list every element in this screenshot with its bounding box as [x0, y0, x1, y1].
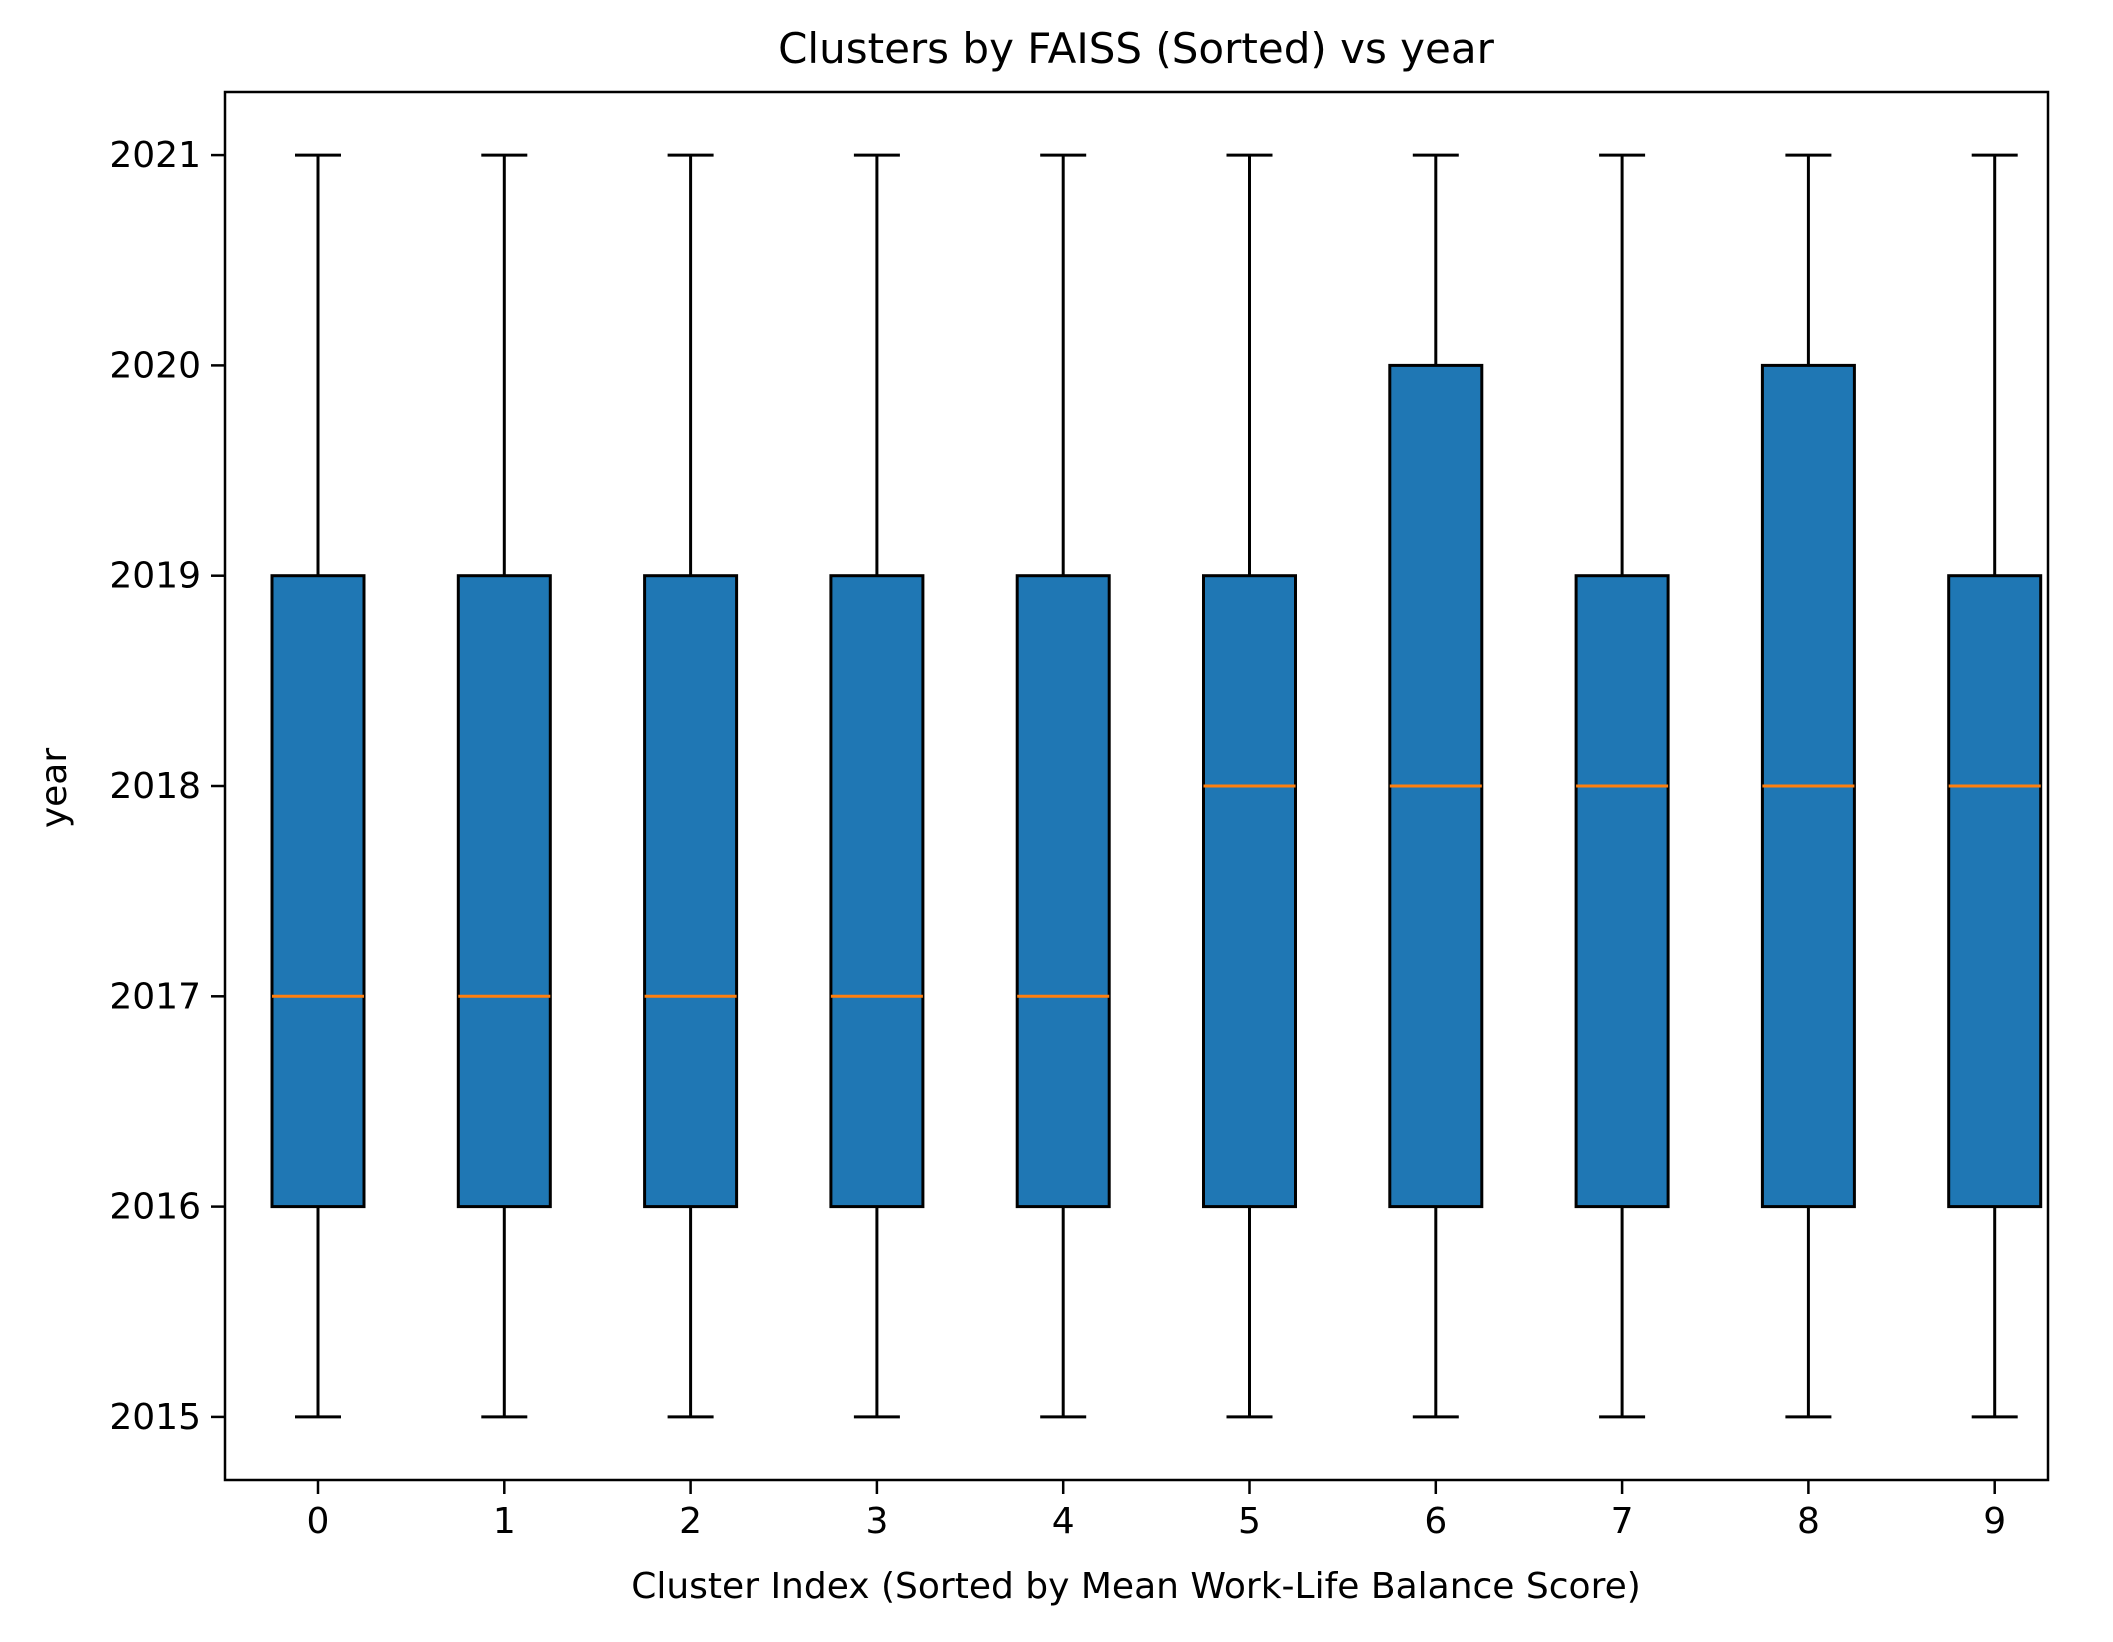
- x-tick-label: 7: [1611, 1501, 1634, 1542]
- chart-title: Clusters by FAISS (Sorted) vs year: [778, 24, 1494, 73]
- y-tick-label: 2021: [109, 135, 201, 176]
- y-tick-label: 2017: [109, 976, 201, 1017]
- y-tick-label: 2019: [109, 556, 201, 597]
- box-iqr: [1015, 574, 1111, 1209]
- x-tick-label: 6: [1424, 1501, 1447, 1542]
- x-tick-label: 8: [1797, 1501, 1820, 1542]
- box-group-4: [1015, 153, 1111, 1419]
- box-iqr: [1202, 574, 1297, 1209]
- y-tick-label: 2020: [109, 345, 201, 386]
- box-group-3: [829, 153, 925, 1419]
- box-group-0: [270, 153, 366, 1419]
- box-iqr: [456, 574, 552, 1209]
- plot-area: [270, 153, 2043, 1419]
- box-group-1: [456, 153, 552, 1419]
- box-group-6: [1388, 153, 1484, 1419]
- box-iqr: [643, 574, 739, 1209]
- box-group-5: [1202, 153, 1297, 1419]
- y-tick-label: 2018: [109, 766, 201, 807]
- x-tick-label: 0: [307, 1501, 330, 1542]
- x-tick-label: 5: [1238, 1501, 1261, 1542]
- y-axis-label: year: [34, 748, 75, 829]
- box-iqr: [1574, 574, 1670, 1209]
- box-iqr: [1947, 574, 2043, 1209]
- x-tick-label: 1: [493, 1501, 516, 1542]
- box-group-2: [643, 153, 739, 1419]
- box-group-7: [1574, 153, 1670, 1419]
- x-axis-label: Cluster Index (Sorted by Mean Work-Life …: [631, 1566, 1641, 1607]
- y-tick-label: 2016: [109, 1187, 201, 1228]
- x-tick-label: 9: [1983, 1501, 2006, 1542]
- box-iqr: [829, 574, 925, 1209]
- x-tick-label: 2: [679, 1501, 702, 1542]
- box-group-9: [1947, 153, 2043, 1419]
- box-group-8: [1760, 153, 1856, 1419]
- y-tick-label: 2015: [109, 1397, 201, 1438]
- x-tick-label: 3: [865, 1501, 888, 1542]
- box-iqr: [270, 574, 366, 1209]
- x-tick-label: 4: [1052, 1501, 1075, 1542]
- axes: 2015 2016 2017 2018 2019 2020 2021 0 1 2 3 4 5 6 7 8 9: [109, 90, 2050, 1542]
